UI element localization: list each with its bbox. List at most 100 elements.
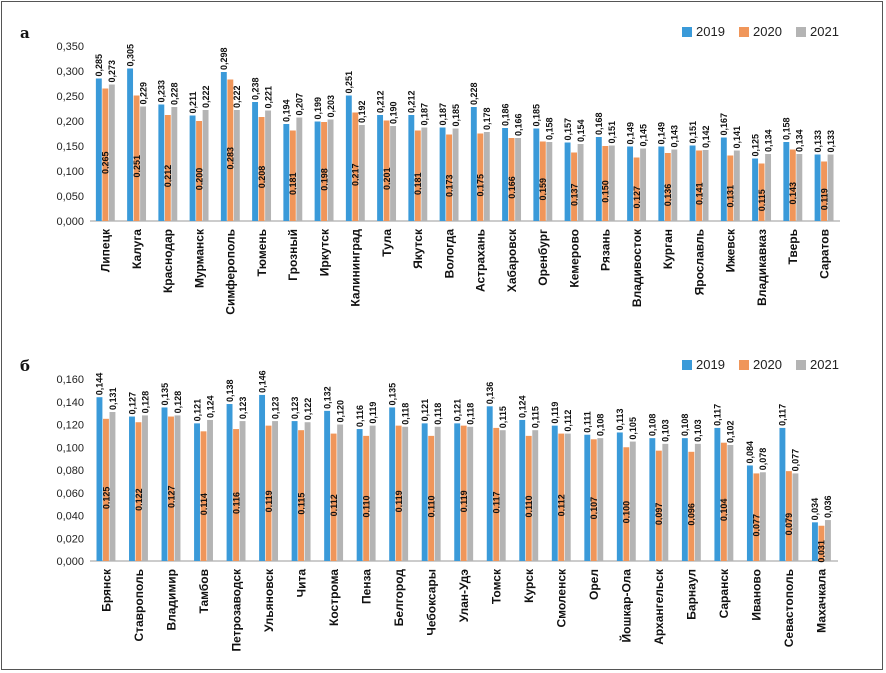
data-label: 0,229 bbox=[138, 82, 148, 105]
bar bbox=[95, 78, 102, 221]
bar bbox=[664, 153, 671, 221]
bar bbox=[383, 120, 390, 221]
data-label: 0,111 bbox=[583, 411, 593, 433]
category-label: Саратов bbox=[817, 229, 831, 279]
y-tick-label: 0,050 bbox=[56, 191, 84, 203]
bar bbox=[140, 106, 147, 221]
bar bbox=[597, 438, 604, 561]
data-label: 0,134 bbox=[763, 129, 773, 152]
legend-swatch bbox=[682, 27, 692, 37]
data-label: 0,108 bbox=[648, 414, 658, 437]
category-label: Иваново bbox=[750, 569, 764, 621]
category-label: Оренбург bbox=[536, 229, 550, 286]
bar bbox=[171, 107, 178, 221]
bar bbox=[608, 145, 615, 221]
bar bbox=[508, 138, 515, 221]
bar bbox=[753, 473, 760, 561]
y-tick-label: 0,060 bbox=[56, 488, 84, 500]
bar bbox=[616, 432, 623, 561]
bar bbox=[720, 442, 727, 561]
data-label: 0,233 bbox=[157, 80, 167, 103]
data-label: 0,127 bbox=[632, 186, 642, 209]
data-label: 0,123 bbox=[290, 397, 300, 420]
data-label: 0,127 bbox=[166, 486, 176, 509]
bar bbox=[452, 128, 459, 221]
bar bbox=[239, 421, 246, 561]
data-label: 0,185 bbox=[451, 104, 461, 127]
bar bbox=[314, 121, 321, 221]
bar bbox=[289, 130, 296, 221]
bar bbox=[727, 155, 734, 221]
bar bbox=[539, 141, 546, 221]
legend-swatch bbox=[796, 360, 806, 370]
data-label: 0,167 bbox=[719, 113, 729, 136]
bar bbox=[519, 419, 526, 561]
bar bbox=[655, 450, 662, 561]
data-label: 0,121 bbox=[420, 399, 430, 422]
bar bbox=[133, 95, 140, 221]
data-label: 0,119 bbox=[368, 402, 378, 424]
bar bbox=[127, 68, 134, 221]
data-label: 0,122 bbox=[134, 488, 144, 511]
category-label: Владивосток bbox=[630, 228, 644, 307]
bar bbox=[164, 115, 171, 221]
bar bbox=[629, 441, 636, 561]
bar bbox=[493, 427, 500, 561]
bar bbox=[200, 431, 207, 561]
data-label: 0,199 bbox=[313, 97, 323, 120]
bar bbox=[135, 422, 142, 561]
data-label: 0,127 bbox=[127, 392, 137, 415]
bar bbox=[779, 427, 786, 561]
data-label: 0,117 bbox=[492, 491, 502, 513]
data-label: 0,108 bbox=[596, 414, 606, 437]
data-label: 0,141 bbox=[694, 182, 704, 205]
data-label: 0,194 bbox=[282, 99, 292, 122]
bar bbox=[252, 102, 259, 221]
data-label: 0,119 bbox=[819, 188, 829, 210]
data-label: 0,136 bbox=[485, 382, 495, 405]
bar bbox=[103, 418, 109, 561]
legend-swatch bbox=[739, 27, 749, 37]
bar bbox=[291, 421, 298, 561]
bar bbox=[546, 142, 553, 221]
y-tick-label: 0,000 bbox=[56, 216, 84, 228]
category-label: Чита bbox=[294, 569, 308, 598]
y-tick-label: 0,000 bbox=[56, 556, 84, 568]
bar bbox=[446, 134, 453, 221]
data-label: 0,119 bbox=[394, 490, 404, 512]
data-label: 0,084 bbox=[745, 441, 755, 464]
data-label: 0,187 bbox=[420, 103, 430, 126]
data-label: 0,133 bbox=[813, 130, 823, 153]
bar bbox=[623, 447, 630, 561]
y-tick-label: 0,100 bbox=[56, 166, 84, 178]
y-tick-label: 0,200 bbox=[56, 116, 84, 128]
bar bbox=[102, 88, 109, 221]
data-label: 0,186 bbox=[500, 103, 510, 126]
y-tick-label: 0,040 bbox=[56, 511, 84, 523]
bar bbox=[525, 435, 532, 561]
data-label: 0,201 bbox=[382, 167, 392, 190]
data-label: 0,166 bbox=[507, 176, 517, 199]
data-label: 0,103 bbox=[661, 419, 671, 442]
data-label: 0,131 bbox=[726, 185, 736, 208]
bar bbox=[796, 154, 803, 221]
bar bbox=[233, 429, 239, 561]
legend-swatch bbox=[739, 360, 749, 370]
category-label: Ижевск bbox=[724, 228, 738, 272]
panel-label: б bbox=[20, 357, 30, 375]
data-label: 0,103 bbox=[693, 419, 703, 442]
data-label: 0,096 bbox=[687, 503, 697, 526]
data-label: 0,203 bbox=[326, 95, 336, 118]
category-label: Барнаул bbox=[685, 569, 699, 620]
data-label: 0,158 bbox=[782, 117, 792, 140]
bar bbox=[369, 425, 376, 561]
category-label: Тамбов bbox=[197, 569, 211, 614]
bar bbox=[207, 419, 213, 561]
data-label: 0,112 bbox=[563, 410, 573, 432]
category-label: Рязань bbox=[599, 229, 613, 271]
data-label: 0,122 bbox=[303, 398, 313, 421]
bar bbox=[564, 433, 571, 561]
bar bbox=[486, 406, 493, 561]
bar bbox=[727, 444, 734, 561]
legend-label: 2021 bbox=[810, 24, 839, 39]
